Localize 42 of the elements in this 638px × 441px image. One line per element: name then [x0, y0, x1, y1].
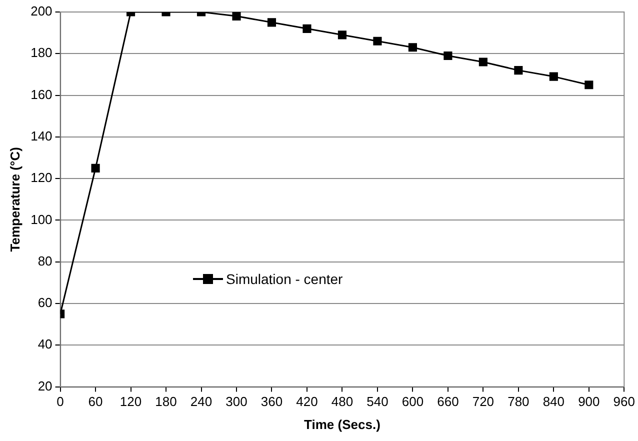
y-tick-label: 160 [30, 86, 52, 102]
x-tick-label: 900 [578, 394, 600, 410]
x-tick-label: 840 [542, 394, 565, 410]
x-tick-label: 360 [260, 394, 283, 410]
y-tick-label: 40 [38, 336, 52, 352]
y-tick-label: 140 [30, 128, 52, 144]
y-tick-label: 120 [30, 170, 52, 186]
point [338, 30, 347, 40]
legend-label: Simulation - center [226, 271, 343, 287]
x-tick-label: 600 [402, 394, 424, 410]
y-tick-label: 80 [38, 253, 52, 268]
y-tick-label: 180 [30, 45, 52, 60]
x-tick-label: 120 [120, 394, 142, 410]
point [302, 24, 312, 33]
y-tick-label: 100 [30, 212, 52, 227]
x-tick-label: 480 [331, 394, 354, 410]
point [267, 18, 276, 27]
x-tick-label: 660 [437, 394, 459, 410]
x-axis-title: Time (Secs.) [304, 416, 380, 432]
point [444, 51, 452, 60]
y-tick-label: 20 [38, 378, 52, 394]
x-tick-label: 540 [366, 394, 388, 410]
point [232, 12, 241, 20]
y-tick-label: 200 [30, 4, 52, 19]
point [478, 58, 488, 66]
x-tick-label: 240 [190, 394, 212, 410]
x-tick-label: 0 [56, 394, 64, 410]
x-tick-label: 180 [155, 394, 177, 410]
point [408, 43, 417, 52]
point [91, 164, 100, 172]
x-tick-label: 60 [88, 394, 103, 410]
x-tick-label: 720 [472, 394, 494, 410]
y-axis-title: Temperature (°C) [7, 147, 22, 252]
y-tick-label: 60 [38, 295, 52, 310]
point [549, 72, 558, 81]
point [514, 66, 523, 75]
point [584, 80, 594, 90]
x-tick-label: 960 [613, 394, 636, 410]
x-tick-label: 780 [508, 394, 530, 410]
point [373, 36, 382, 46]
x-tick-label: 420 [296, 394, 318, 410]
x-tick-label: 300 [226, 394, 248, 410]
